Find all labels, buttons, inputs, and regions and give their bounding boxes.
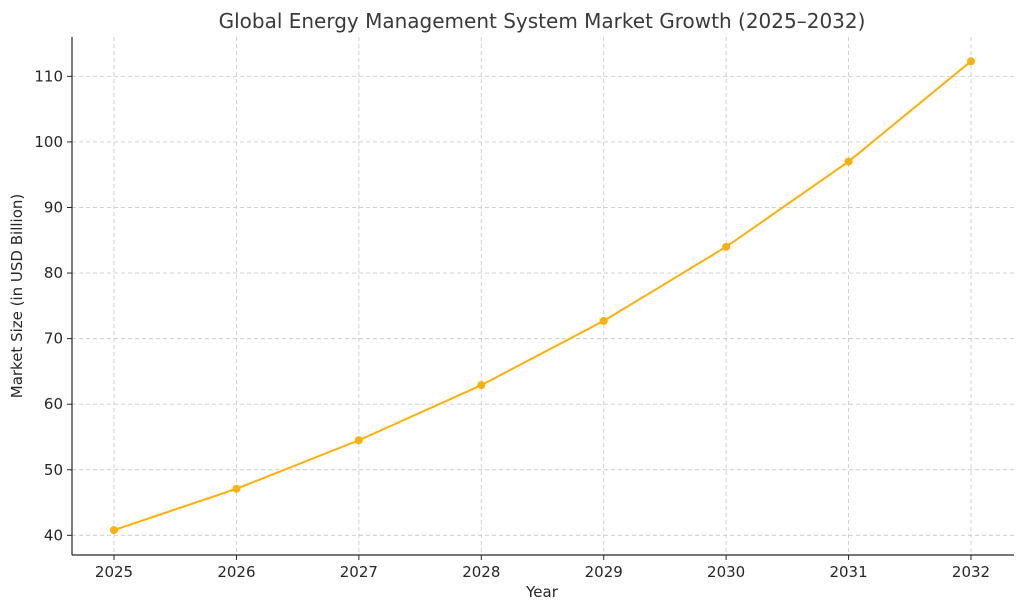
data-point [967,57,975,66]
series-line [113,60,972,532]
y-tick-label: 60 [44,395,63,413]
x-tick-label: 2025 [95,563,133,581]
x-tick-label: 2030 [707,563,745,581]
data-point [232,484,241,493]
data-point [110,526,118,535]
data-point [844,157,853,166]
x-axis-ticks: 2025 2026 2027 2028 2029 2030 2031 2032 [95,555,990,581]
y-tick-label: 40 [44,526,63,544]
y-tick-label: 90 [44,198,63,216]
chart-title: Global Energy Management System Market G… [219,9,866,33]
x-tick-label: 2029 [585,563,623,581]
x-tick-label: 2028 [462,563,500,581]
data-point [477,381,486,390]
x-tick-label: 2027 [340,563,378,581]
y-tick-label: 80 [44,264,63,282]
y-tick-label: 70 [44,330,63,348]
x-tick-label: 2031 [829,563,867,581]
y-tick-label: 100 [34,133,63,151]
data-point [354,436,363,445]
y-axis-title: Market Size (in USD Billion) [8,194,26,399]
grid [72,37,1014,555]
y-tick-label: 50 [44,461,63,479]
y-axis-ticks: 40 50 60 70 80 90 100 110 [34,67,72,544]
plot-axes [71,37,1014,556]
x-axis-title: Year [525,583,559,601]
y-tick-label: 110 [34,67,63,85]
x-tick-label: 2026 [217,563,255,581]
data-point [599,316,608,325]
series-layer [110,57,975,535]
x-tick-label: 2032 [952,563,990,581]
data-point [722,242,731,251]
